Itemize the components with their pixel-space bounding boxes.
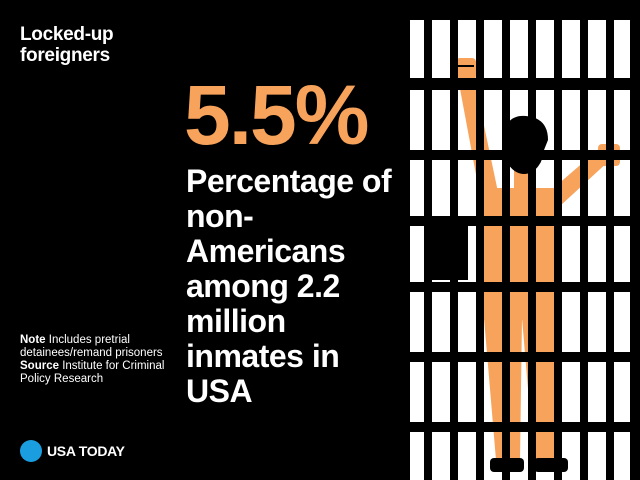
source-text: Institute for Criminal Policy Research — [20, 360, 165, 385]
kicker-title: Locked-up foreigners — [20, 24, 114, 66]
source-label: Source — [20, 360, 59, 372]
cell-shadow — [428, 220, 468, 280]
notes-block: Note Includes pretrial detainees/remand … — [20, 334, 170, 386]
stat-description: Percentage of non-Americans among 2.2 mi… — [186, 163, 392, 409]
stat-value: 5.5% — [184, 68, 369, 162]
prisoner-behind-bars-icon — [410, 20, 640, 480]
note-label: Note — [20, 334, 46, 346]
usa-today-dot-icon — [20, 440, 42, 462]
brand-logo: USA TODAY — [20, 440, 125, 462]
note-text: Includes pretrial detainees/remand priso… — [20, 334, 163, 359]
brand-name: USA TODAY — [47, 443, 125, 459]
cell-bars — [424, 20, 640, 480]
